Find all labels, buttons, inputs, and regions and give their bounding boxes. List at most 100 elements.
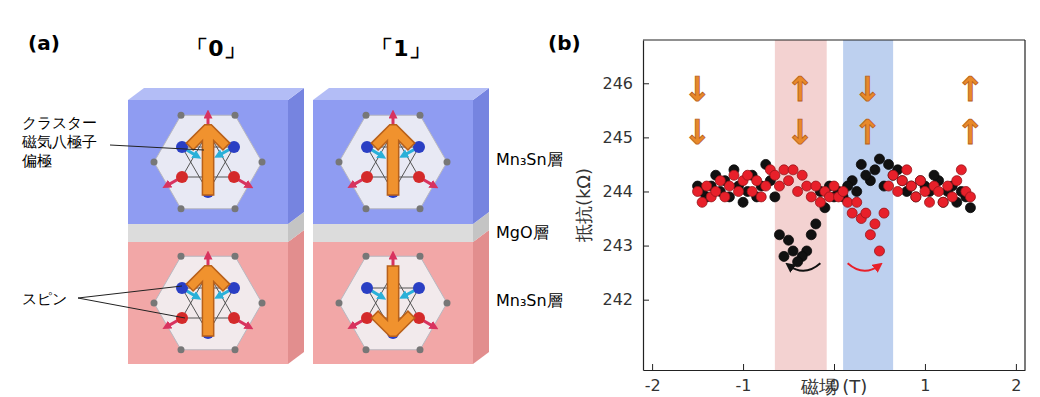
- data-point: [925, 197, 935, 207]
- data-point: [743, 170, 753, 180]
- tick-label: -2: [645, 376, 661, 395]
- data-point: [888, 170, 898, 180]
- tick: 244: [602, 182, 649, 201]
- tick-mark: [643, 300, 649, 301]
- field-band: [775, 40, 827, 370]
- tick: 2: [1011, 364, 1021, 395]
- data-point: [788, 246, 798, 256]
- tick: -1: [736, 364, 752, 395]
- layer-top-top: [313, 88, 489, 100]
- frame-line: [1024, 40, 1025, 370]
- atom-corner: [336, 300, 343, 307]
- tick-mark: [643, 83, 649, 84]
- atom-corner: [336, 159, 343, 166]
- tick: 1: [920, 364, 930, 395]
- callout-line: クラスター: [22, 114, 97, 132]
- callout-line: 磁気八極子: [21, 133, 97, 151]
- tick-label: 242: [602, 290, 633, 309]
- data-point: [774, 230, 784, 240]
- callout-line: 偏極: [22, 152, 52, 170]
- data-point: [915, 176, 925, 186]
- data-point: [879, 208, 889, 218]
- layer-bottom-side: [288, 230, 304, 364]
- tick-mark: [643, 246, 649, 247]
- data-point: [888, 170, 898, 180]
- tick-mark: [743, 364, 744, 370]
- data-point: [784, 235, 794, 245]
- data-point: [797, 170, 807, 180]
- data-point: [938, 197, 948, 207]
- data-point: [938, 197, 948, 207]
- tick: 246: [602, 74, 649, 93]
- y-axis: 242 243 244 245 246: [602, 41, 649, 371]
- data-point: [929, 170, 939, 180]
- layer-label: Mn₃Sn層: [496, 150, 563, 169]
- tick-mark: [925, 364, 926, 370]
- axis-line: [643, 41, 644, 371]
- layer-top-side: [473, 88, 489, 224]
- state-arrow: ↑: [786, 69, 815, 109]
- data-point: [906, 181, 916, 191]
- data-point: [874, 246, 884, 256]
- octupole-arrow: ↓: [353, 247, 433, 359]
- data-point: [902, 165, 912, 175]
- junction: ↑↓: [313, 88, 489, 364]
- data-point: [906, 181, 916, 191]
- data-point: [870, 165, 880, 175]
- layer-top-front: [313, 100, 473, 224]
- state-arrow: ↑: [853, 112, 882, 152]
- atom-corner: [151, 159, 158, 166]
- state-arrow: ↓: [853, 69, 882, 109]
- data-point: [893, 186, 903, 196]
- tick: 242: [602, 290, 649, 309]
- data-point: [779, 251, 789, 261]
- data-point: [697, 197, 707, 207]
- x-axis-title: 磁場 (T): [800, 376, 868, 397]
- data-point: [843, 197, 853, 207]
- tick: 243: [602, 236, 649, 255]
- tick-label: 243: [602, 236, 633, 255]
- leader-line: [78, 298, 185, 318]
- data-point: [806, 192, 816, 202]
- data-point: [915, 176, 925, 186]
- plot-area: [693, 40, 976, 370]
- tick: -2: [645, 364, 661, 395]
- data-point: [861, 170, 871, 180]
- octupole-arrow: ↑: [353, 106, 433, 218]
- data-point: [756, 192, 766, 202]
- data-point: [884, 181, 894, 191]
- data-point: [784, 176, 794, 186]
- state-label: 「0」: [186, 36, 245, 61]
- state-arrow: ↑: [956, 112, 985, 152]
- data-point: [793, 257, 803, 267]
- data-point: [847, 208, 857, 218]
- layer-mgo-front: [313, 224, 473, 242]
- data-point: [965, 192, 975, 202]
- y-axis-title: 抵抗(kΩ): [573, 168, 594, 243]
- data-point: [856, 159, 866, 169]
- state-arrow: ↓: [683, 112, 712, 152]
- tick-mark: [1016, 364, 1017, 370]
- data-point: [965, 203, 975, 213]
- data-point: [934, 186, 944, 196]
- data-point: [715, 176, 725, 186]
- data-point: [702, 181, 712, 191]
- axis-line: [644, 370, 1026, 371]
- state-arrow: ↑: [956, 69, 985, 109]
- data-point: [761, 181, 771, 191]
- tick-label: 1: [920, 376, 930, 395]
- panel-a: (a)↑↑「0」↑↓「1」Mn₃Sn層MgO層Mn₃Sn層クラスター磁気八極子偏…: [21, 31, 563, 364]
- data-point: [811, 181, 821, 191]
- frame-line: [643, 39, 1025, 40]
- layer-label: Mn₃Sn層: [496, 291, 563, 310]
- data-point: [811, 219, 821, 229]
- data-point: [897, 176, 907, 186]
- tick: 245: [602, 128, 649, 147]
- figure: (a)↑↑「0」↑↓「1」Mn₃Sn層MgO層Mn₃Sn層クラスター磁気八極子偏…: [0, 0, 1040, 397]
- layer-label: MgO層: [496, 223, 549, 242]
- data-point: [911, 192, 921, 202]
- data-point: [793, 186, 803, 196]
- data-point: [770, 170, 780, 180]
- atom-corner: [151, 300, 158, 307]
- data-point: [724, 181, 734, 191]
